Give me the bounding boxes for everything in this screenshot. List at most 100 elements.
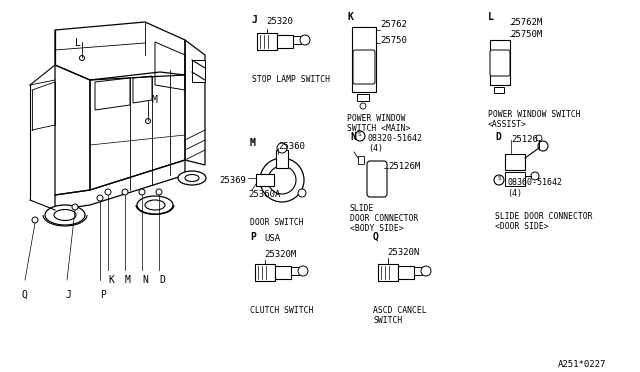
Text: A251*0227: A251*0227 bbox=[558, 360, 606, 369]
Circle shape bbox=[122, 189, 128, 195]
Circle shape bbox=[494, 175, 504, 185]
Text: STOP LAMP SWITCH: STOP LAMP SWITCH bbox=[252, 75, 330, 84]
Text: POWER WINDOW SWITCH: POWER WINDOW SWITCH bbox=[488, 110, 580, 119]
Text: Q: Q bbox=[22, 290, 28, 300]
Text: K: K bbox=[108, 275, 114, 285]
Bar bbox=[505, 154, 525, 170]
Text: M: M bbox=[152, 95, 158, 105]
Text: <ASSIST>: <ASSIST> bbox=[488, 120, 527, 129]
Text: D: D bbox=[495, 132, 501, 142]
Text: Q: Q bbox=[373, 232, 379, 242]
Text: ASCD CANCEL: ASCD CANCEL bbox=[373, 306, 427, 315]
Text: N: N bbox=[350, 132, 356, 142]
Text: L: L bbox=[488, 12, 494, 22]
Text: M: M bbox=[250, 138, 256, 148]
Bar bbox=[291, 267, 299, 275]
Bar bbox=[361, 65, 366, 73]
Circle shape bbox=[298, 266, 308, 276]
Text: S: S bbox=[497, 176, 501, 182]
Circle shape bbox=[298, 189, 306, 197]
Text: 25320: 25320 bbox=[266, 17, 293, 26]
FancyBboxPatch shape bbox=[353, 50, 375, 84]
Bar bbox=[255, 264, 275, 281]
Ellipse shape bbox=[45, 205, 85, 225]
Circle shape bbox=[260, 158, 304, 202]
Circle shape bbox=[531, 172, 539, 180]
Bar bbox=[275, 266, 291, 279]
Bar bbox=[257, 33, 277, 50]
Ellipse shape bbox=[185, 174, 199, 182]
Text: (4): (4) bbox=[507, 189, 522, 198]
Ellipse shape bbox=[54, 209, 76, 221]
Text: <DOOR SIDE>: <DOOR SIDE> bbox=[495, 222, 548, 231]
Circle shape bbox=[268, 166, 296, 194]
Circle shape bbox=[139, 189, 145, 195]
Text: <BODY SIDE>: <BODY SIDE> bbox=[350, 224, 404, 233]
Bar bbox=[256, 174, 274, 186]
Text: K: K bbox=[347, 12, 353, 22]
Text: S: S bbox=[358, 132, 362, 138]
Text: P: P bbox=[250, 232, 256, 242]
Circle shape bbox=[97, 195, 103, 201]
Bar bbox=[355, 65, 360, 73]
Circle shape bbox=[32, 217, 38, 223]
Circle shape bbox=[72, 204, 78, 210]
Bar bbox=[352, 27, 376, 92]
Text: SWITCH <MAIN>: SWITCH <MAIN> bbox=[347, 124, 410, 133]
FancyBboxPatch shape bbox=[367, 161, 387, 197]
Bar bbox=[378, 264, 398, 281]
Circle shape bbox=[277, 143, 287, 153]
Bar bbox=[277, 35, 293, 48]
Text: DOOR CONNECTOR: DOOR CONNECTOR bbox=[350, 214, 419, 223]
Text: (4): (4) bbox=[368, 144, 383, 153]
Bar bbox=[490, 40, 510, 85]
Circle shape bbox=[355, 131, 365, 141]
Text: N: N bbox=[142, 275, 148, 285]
Text: SWITCH: SWITCH bbox=[373, 316, 403, 325]
Bar bbox=[276, 150, 288, 168]
Text: 25320M: 25320M bbox=[264, 250, 296, 259]
Bar bbox=[398, 266, 414, 279]
Bar bbox=[496, 60, 504, 67]
Circle shape bbox=[360, 103, 366, 109]
Circle shape bbox=[156, 189, 162, 195]
Circle shape bbox=[300, 35, 310, 45]
Text: CLUTCH SWITCH: CLUTCH SWITCH bbox=[250, 306, 314, 315]
Text: DOOR SWITCH: DOOR SWITCH bbox=[250, 218, 303, 227]
Circle shape bbox=[538, 141, 548, 151]
Text: 25126M: 25126M bbox=[388, 162, 420, 171]
Text: 25750: 25750 bbox=[380, 36, 407, 45]
Circle shape bbox=[79, 55, 84, 61]
Text: D: D bbox=[159, 275, 165, 285]
Text: M: M bbox=[125, 275, 131, 285]
Bar bbox=[367, 65, 372, 73]
FancyBboxPatch shape bbox=[490, 50, 510, 76]
Text: J: J bbox=[252, 15, 258, 25]
Text: 25762M: 25762M bbox=[510, 18, 542, 27]
Text: SLIDE: SLIDE bbox=[350, 204, 374, 213]
Ellipse shape bbox=[178, 171, 206, 185]
Text: 25750M: 25750M bbox=[510, 30, 542, 39]
Bar bbox=[192, 60, 205, 82]
Bar bbox=[357, 94, 369, 101]
Text: P: P bbox=[100, 290, 106, 300]
Text: POWER WINDOW: POWER WINDOW bbox=[347, 114, 406, 123]
Circle shape bbox=[421, 266, 431, 276]
Text: 25762: 25762 bbox=[380, 20, 407, 29]
Bar bbox=[293, 36, 301, 44]
Ellipse shape bbox=[145, 200, 165, 210]
Bar bbox=[414, 267, 422, 275]
Text: 08360-51642: 08360-51642 bbox=[507, 178, 562, 187]
Ellipse shape bbox=[137, 196, 173, 214]
Bar bbox=[494, 87, 504, 93]
Text: 08320-51642: 08320-51642 bbox=[368, 134, 423, 143]
Bar bbox=[358, 156, 364, 164]
Text: 25360: 25360 bbox=[278, 142, 305, 151]
Text: SLIDE DOOR CONNECTOR: SLIDE DOOR CONNECTOR bbox=[495, 212, 593, 221]
Circle shape bbox=[105, 189, 111, 195]
Circle shape bbox=[536, 135, 542, 141]
Bar bbox=[370, 164, 384, 194]
Text: 25126: 25126 bbox=[511, 135, 538, 144]
Text: L: L bbox=[75, 38, 81, 48]
Text: 25320N: 25320N bbox=[387, 248, 419, 257]
